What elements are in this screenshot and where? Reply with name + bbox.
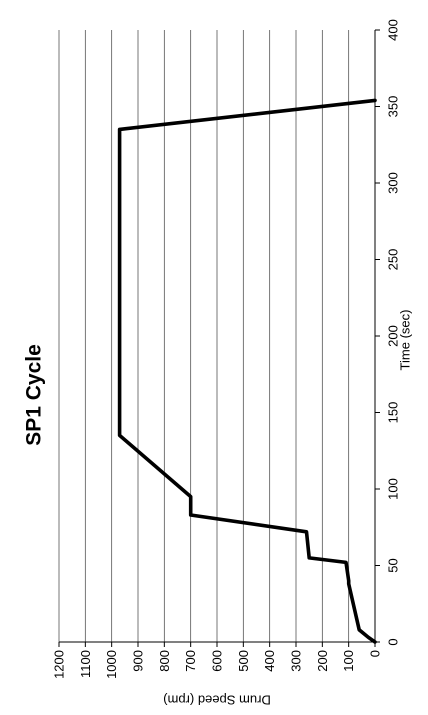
y-tick-label-1000: 1000 — [104, 650, 119, 679]
x-tick-label-150: 150 — [386, 402, 401, 424]
y-tick-label-800: 800 — [157, 650, 172, 672]
x-tick-label-250: 250 — [386, 249, 401, 271]
x-tick-label-300: 300 — [386, 172, 401, 194]
y-tick-label-900: 900 — [131, 650, 146, 672]
axes — [59, 30, 380, 647]
y-tick-label-300: 300 — [289, 650, 304, 672]
y-tick-label-100: 100 — [341, 650, 356, 672]
y-axis-title: Drum Speed (rpm) — [163, 692, 271, 707]
y-tick-label-200: 200 — [315, 650, 330, 672]
x-tick-label-350: 350 — [386, 96, 401, 118]
chart-title: SP1 Cycle — [22, 344, 45, 446]
x-tick-label-400: 400 — [386, 19, 401, 41]
y-tick-label-500: 500 — [236, 650, 251, 672]
x-tick-label-50: 50 — [386, 558, 401, 572]
grid-lines — [59, 30, 349, 642]
x-axis-title: Time (sec) — [398, 310, 413, 371]
titles: SP1 Cycle Time (sec) Drum Speed (rpm) — [22, 310, 412, 708]
x-tick-label-0: 0 — [386, 638, 401, 645]
y-tick-label-600: 600 — [210, 650, 225, 672]
x-tick-label-100: 100 — [386, 478, 401, 500]
y-tick-label-1200: 1200 — [52, 650, 67, 679]
y-tick-label-400: 400 — [262, 650, 277, 672]
y-tick-label-1100: 1100 — [78, 650, 93, 678]
y-tick-label-700: 700 — [183, 650, 198, 672]
series-line-0 — [120, 100, 375, 642]
y-tick-label-0: 0 — [368, 650, 383, 657]
series-layer — [120, 100, 375, 642]
